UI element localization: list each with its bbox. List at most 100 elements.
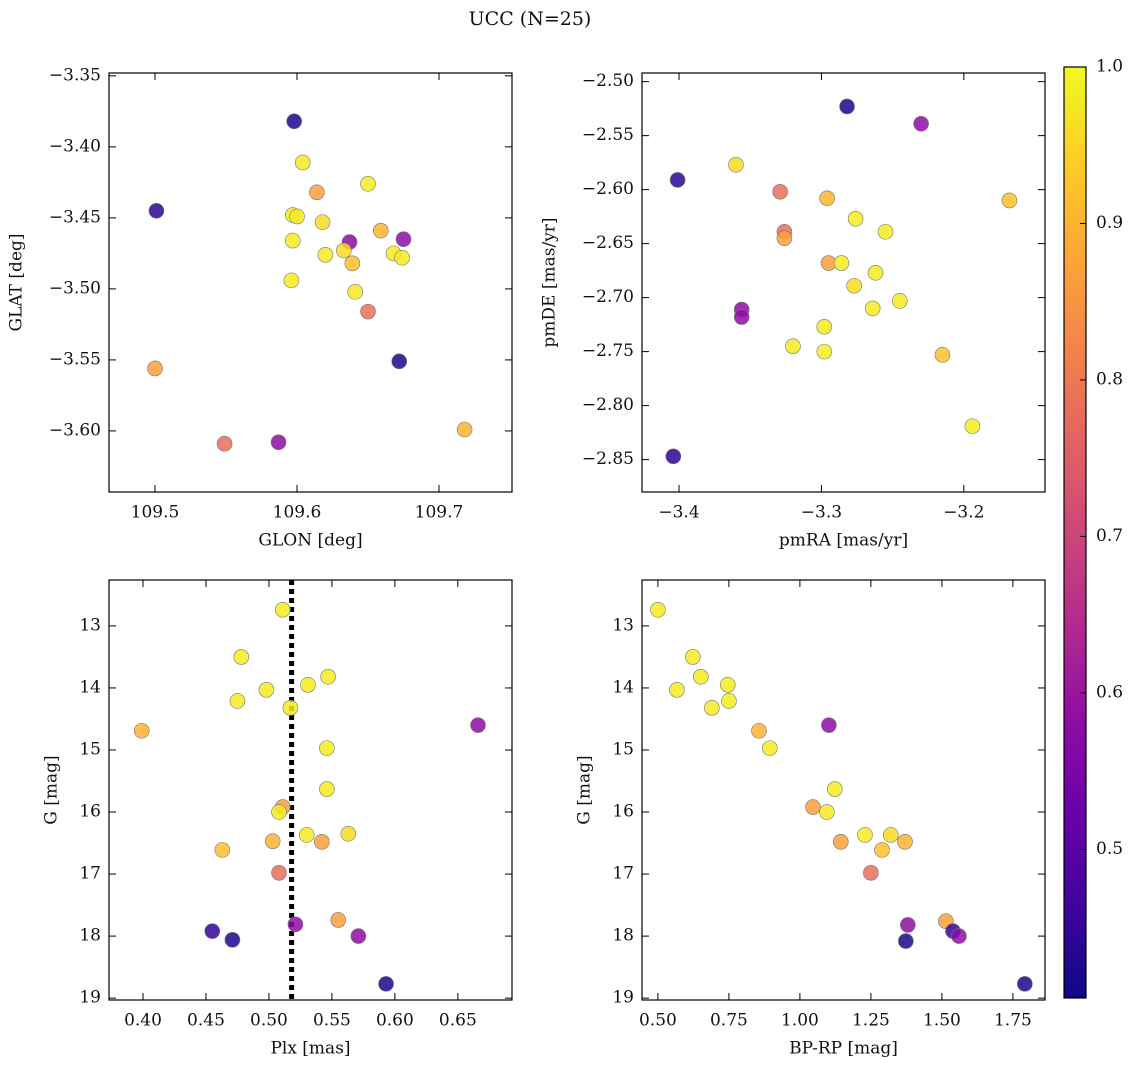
point <box>776 230 793 247</box>
point <box>900 917 916 933</box>
y-tick-label: −2.80 <box>582 395 634 415</box>
point <box>344 255 361 272</box>
point <box>394 249 410 266</box>
x-tick-label: 0.45 <box>187 1011 225 1031</box>
y-tick-label: 15 <box>79 739 101 759</box>
point <box>863 865 879 881</box>
point <box>762 740 778 756</box>
point <box>372 222 389 239</box>
y-tick-label: 13 <box>612 615 634 635</box>
point <box>216 435 233 452</box>
y-tick-label: 19 <box>612 988 634 1008</box>
point <box>147 360 163 377</box>
point <box>816 343 833 360</box>
point <box>378 976 394 992</box>
point <box>669 682 685 698</box>
point <box>360 303 376 320</box>
x-tick-label: 1.25 <box>852 1011 890 1031</box>
point <box>289 208 305 225</box>
point <box>270 434 287 451</box>
plot-frame <box>108 579 513 1001</box>
y-axis-label: pmDE [mas/yr] <box>540 217 560 347</box>
colorbar-tick-label: 0.6 <box>1096 682 1123 702</box>
plot-frame <box>108 72 513 493</box>
point <box>846 277 862 294</box>
point <box>319 781 335 797</box>
point <box>148 202 165 219</box>
point <box>898 933 914 949</box>
x-tick-label: 1.50 <box>923 1011 961 1031</box>
y-tick-label: −3.35 <box>49 65 101 85</box>
point <box>650 601 666 618</box>
point <box>669 172 686 188</box>
point <box>320 668 336 685</box>
point <box>1001 192 1018 209</box>
y-tick-label: −3.40 <box>49 136 101 156</box>
y-tick-label: −2.85 <box>582 449 634 469</box>
y-tick-label: −3.50 <box>49 278 101 298</box>
colorbar-tick-label: 0.7 <box>1096 526 1123 546</box>
point <box>133 722 150 739</box>
y-tick-label: 19 <box>79 988 101 1008</box>
point <box>282 699 299 716</box>
point <box>271 865 287 881</box>
y-axis-label: G [mag] <box>42 755 62 824</box>
point <box>665 448 682 465</box>
x-axis-label: GLON [deg] <box>258 531 362 551</box>
y-axis-label: GLAT [deg] <box>7 233 27 331</box>
x-tick-label: 1.00 <box>781 1011 819 1031</box>
y-tick-label: −2.60 <box>582 179 634 199</box>
point <box>877 223 894 240</box>
point <box>287 916 304 933</box>
figure-title: UCC (N=25) <box>469 8 592 30</box>
colorbar-tick-label: 0.5 <box>1096 839 1123 859</box>
x-tick-label: 109.6 <box>273 503 322 523</box>
x-tick-label: −3.3 <box>801 503 842 523</box>
colorbar <box>1063 66 1087 999</box>
point <box>704 699 720 716</box>
y-tick-label: −2.75 <box>582 341 634 361</box>
colorbar-tick-label: 1.0 <box>1096 57 1123 77</box>
point <box>839 98 855 115</box>
point <box>867 264 884 281</box>
point <box>882 827 899 843</box>
point <box>274 601 291 618</box>
point <box>857 827 873 843</box>
x-tick-label: 0.50 <box>639 1011 677 1031</box>
point <box>951 928 967 944</box>
x-axis-label: Plx [mas] <box>270 1039 350 1059</box>
point <box>805 799 821 815</box>
point <box>229 693 246 709</box>
point <box>816 318 833 335</box>
point <box>456 421 473 438</box>
point <box>347 283 364 300</box>
point <box>336 242 352 259</box>
point <box>719 677 736 693</box>
y-tick-label: −3.45 <box>49 207 101 227</box>
x-tick-label: 0.55 <box>313 1011 351 1031</box>
point <box>284 232 301 249</box>
point <box>204 923 221 939</box>
point <box>874 842 890 858</box>
point <box>309 184 325 201</box>
point <box>319 740 335 756</box>
x-tick-label: 0.40 <box>124 1011 162 1031</box>
point <box>314 834 330 850</box>
point <box>395 231 412 247</box>
point <box>350 928 367 944</box>
y-tick-label: 15 <box>612 739 634 759</box>
point <box>340 825 357 842</box>
y-tick-label: −3.60 <box>49 420 101 440</box>
y-tick-label: 13 <box>79 615 101 635</box>
y-tick-label: 14 <box>79 677 101 697</box>
x-axis-label: pmRA [mas/yr] <box>779 531 908 551</box>
point <box>283 272 300 289</box>
x-tick-label: 109.7 <box>415 503 464 523</box>
point <box>721 693 737 709</box>
x-tick-label: −3.2 <box>943 503 984 523</box>
y-tick-label: 18 <box>612 926 634 946</box>
point <box>214 842 231 858</box>
y-tick-label: 16 <box>612 802 634 822</box>
point <box>833 255 850 271</box>
